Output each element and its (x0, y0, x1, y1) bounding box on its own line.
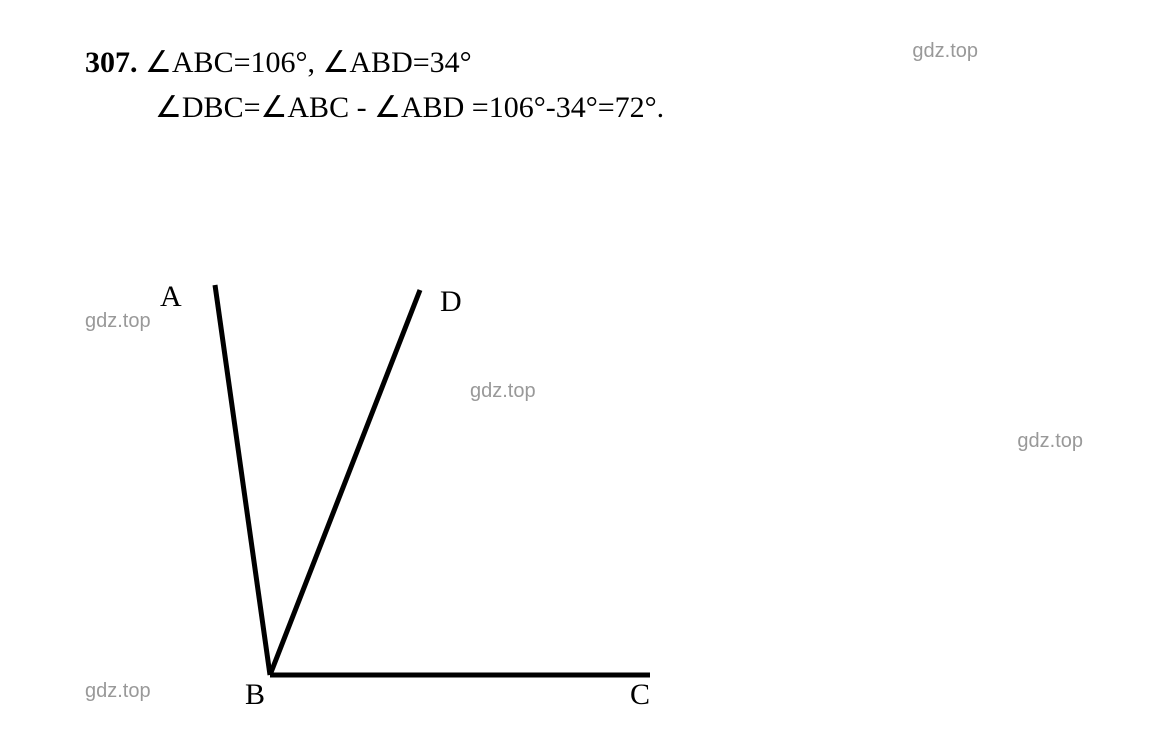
problem-number: 307. (85, 46, 138, 79)
problem-statement: 307. ∠ABC=106°, ∠ABD=34° ∠DBC=∠ABC - ∠AB… (85, 40, 664, 130)
watermark-top-right: gdz.top (912, 40, 978, 63)
diagram-svg (160, 270, 660, 710)
problem-given: ∠ABC=106°, ∠ABD=34° (145, 46, 472, 79)
point-label-c: C (630, 678, 650, 712)
watermark-far-right: gdz.top (1017, 430, 1083, 453)
angle-diagram: A D B C (160, 270, 660, 710)
point-label-d: D (440, 285, 462, 319)
point-label-b: B (245, 678, 265, 712)
point-label-a: A (160, 280, 182, 314)
watermark-bottom-left: gdz.top (85, 680, 151, 703)
watermark-left-mid: gdz.top (85, 310, 151, 333)
problem-solution: ∠DBC=∠ABC - ∠ABD =106°-34°=72°. (155, 85, 664, 130)
problem-line-1: 307. ∠ABC=106°, ∠ABD=34° (85, 40, 664, 85)
